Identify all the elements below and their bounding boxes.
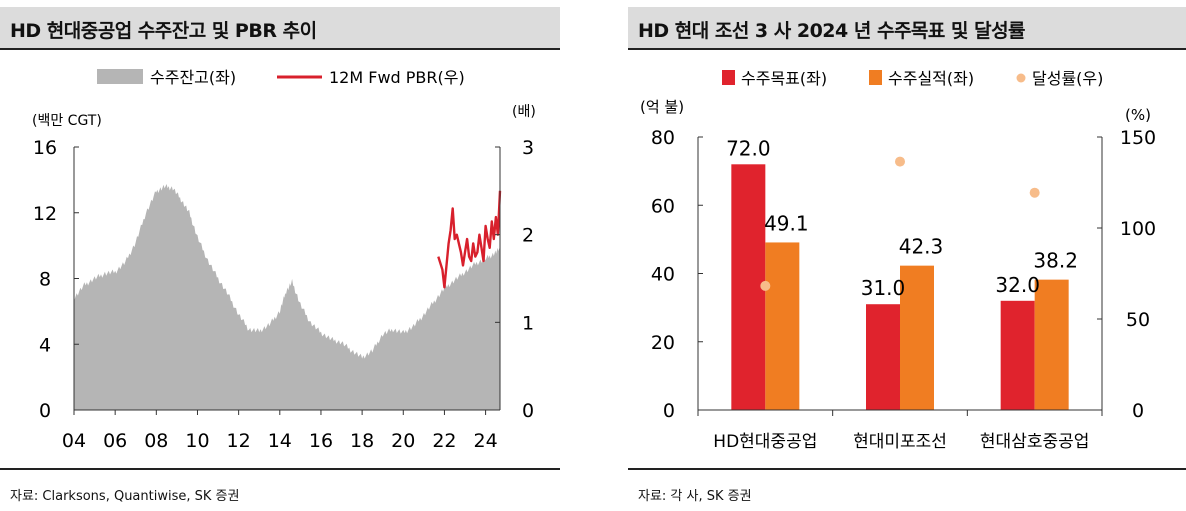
y-right-tick-label: 0 — [522, 400, 534, 422]
backlog-pbr-panel: HD 현대중공업 수주잔고 및 PBR 추이 수주잔고(좌) 12M Fwd PB… — [0, 0, 560, 511]
rate-point — [760, 280, 771, 291]
x-tick-label: 10 — [185, 430, 209, 452]
source-note: 자료: 각 사, SK 증권 — [638, 489, 752, 504]
bar-actual — [765, 242, 800, 410]
legend-label-rate: 달성률(우) — [1032, 69, 1103, 88]
label-actual: 49.1 — [764, 211, 809, 235]
y-left-tick-label: 40 — [651, 264, 675, 286]
x-tick-label: 14 — [268, 430, 292, 452]
y-right-tick-label: 100 — [1120, 218, 1156, 240]
x-category-label: 현대삼호중공업 — [980, 432, 1089, 452]
x-tick-label: 18 — [350, 430, 374, 452]
source-note: 자료: Clarksons, Quantiwise, SK 증권 — [10, 489, 240, 504]
y-right-tick-label: 150 — [1120, 127, 1156, 149]
x-tick-label: 08 — [144, 430, 168, 452]
y-left-tick-label: 20 — [651, 332, 675, 354]
y-left-tick-label: 0 — [663, 400, 675, 422]
left-axis-unit: (백만 CGT) — [32, 113, 102, 129]
left-axis-unit: (억 불) — [640, 98, 684, 116]
legend-swatch-target — [722, 70, 735, 85]
y-left-tick-label: 12 — [33, 203, 57, 225]
y-left-tick-label: 0 — [39, 400, 51, 422]
legend-swatch-backlog — [97, 69, 143, 84]
y-left-tick-label: 80 — [651, 127, 675, 149]
x-tick-label: 16 — [309, 430, 333, 452]
x-tick-label: 20 — [391, 430, 415, 452]
x-tick-label: 12 — [227, 430, 251, 452]
legend-label-actual: 수주실적(좌) — [888, 69, 974, 88]
bar-target — [866, 304, 900, 410]
rate-point — [895, 156, 905, 167]
y-left-tick-label: 4 — [39, 334, 51, 356]
chart-title: HD 현대 조선 3 사 2024 년 수주목표 및 달성률 — [638, 20, 1026, 42]
bar-actual — [900, 265, 934, 410]
legend-label-backlog: 수주잔고(좌) — [150, 68, 236, 87]
pbr-line — [437, 190, 502, 289]
rate-point — [1029, 187, 1040, 198]
x-category-label: HD현대중공업 — [713, 432, 817, 452]
y-right-tick-label: 1 — [522, 312, 534, 334]
y-left-tick-label: 16 — [33, 137, 57, 159]
right-axis-unit: (배) — [512, 104, 536, 120]
backlog-pbr-chart: 수주잔고(좌) 12M Fwd PBR(우)(백만 CGT)(배)04812160… — [32, 68, 536, 452]
x-category-label: 현대미포조선 — [853, 432, 947, 452]
y-right-tick-label: 50 — [1126, 309, 1150, 331]
bottom-rule — [0, 468, 560, 470]
y-right-tick-label: 2 — [522, 225, 534, 247]
x-tick-label: 24 — [474, 430, 498, 452]
label-actual: 42.3 — [899, 235, 944, 259]
bottom-rule — [628, 468, 1186, 470]
legend-label-target: 수주목표(좌) — [741, 69, 827, 88]
legend-swatch-rate — [1016, 73, 1026, 83]
y-right-tick-label: 3 — [522, 137, 534, 159]
label-target: 32.0 — [995, 273, 1040, 297]
y-right-tick-label: 0 — [1132, 400, 1144, 422]
right-axis-unit: (%) — [1125, 106, 1151, 124]
legend-swatch-actual — [869, 70, 882, 85]
backlog-area — [74, 184, 500, 410]
order-target-panel: HD 현대 조선 3 사 2024 년 수주목표 및 달성률 수주목표(좌) 수주… — [628, 0, 1186, 511]
order-target-chart: 수주목표(좌) 수주실적(좌) 달성률(우) (억 불) (%) 72.0 49.1 HD현대… — [640, 69, 1156, 452]
x-tick-label: 22 — [432, 430, 456, 452]
chart-title: HD 현대중공업 수주잔고 및 PBR 추이 — [10, 20, 317, 42]
label-target: 72.0 — [726, 136, 771, 160]
title-bar: HD 현대 조선 3 사 2024 년 수주목표 및 달성률 — [628, 7, 1186, 50]
y-left-tick-label: 8 — [39, 269, 51, 291]
y-left-tick-label: 60 — [651, 195, 675, 217]
bar-target — [1000, 300, 1035, 410]
x-tick-label: 06 — [103, 430, 127, 452]
title-bar: HD 현대중공업 수주잔고 및 PBR 추이 — [0, 7, 560, 50]
label-target: 31.0 — [861, 276, 906, 300]
x-tick-label: 04 — [62, 430, 86, 452]
bar-target — [731, 164, 766, 410]
legend-label-pbr: 12M Fwd PBR(우) — [329, 68, 465, 87]
label-actual: 38.2 — [1033, 249, 1078, 273]
bar-actual — [1034, 279, 1069, 410]
